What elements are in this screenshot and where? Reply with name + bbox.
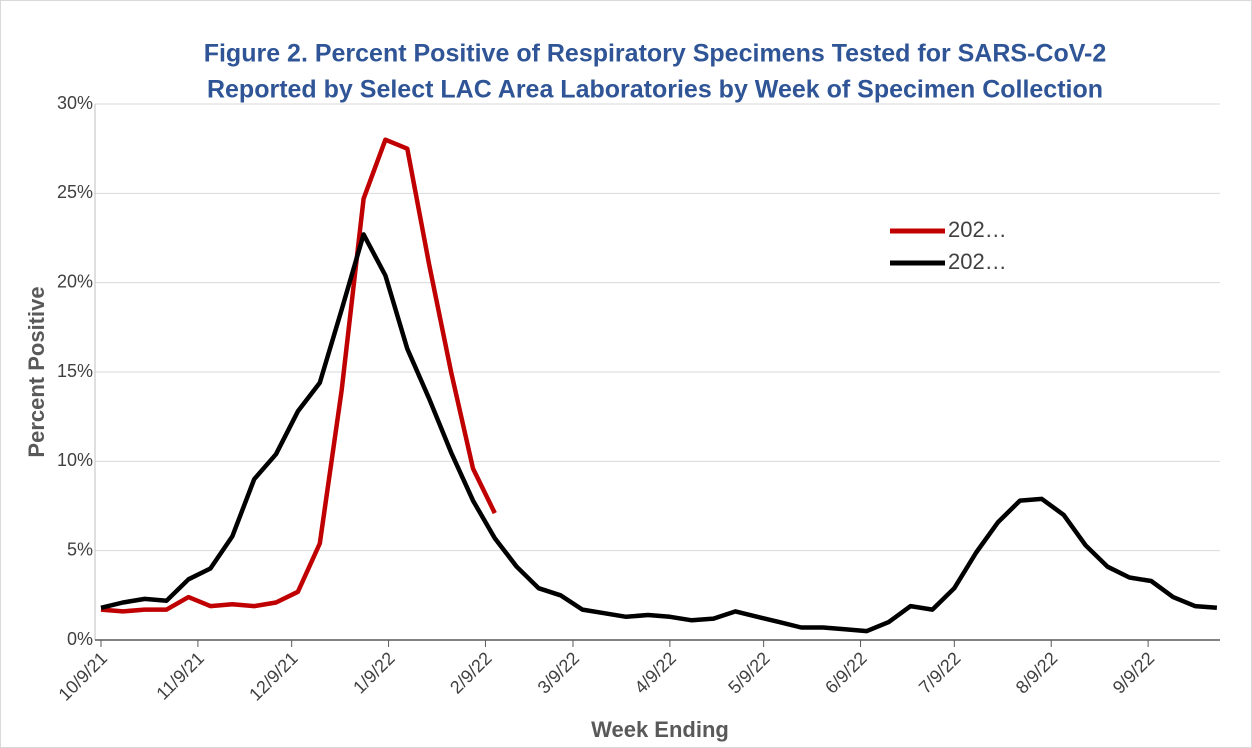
y-tick-label: 30% <box>57 93 93 113</box>
y-tick-label: 15% <box>57 361 93 381</box>
series-line <box>100 137 497 614</box>
x-axis-label: Week Ending <box>591 717 729 742</box>
legend-label: 202… <box>948 217 1007 242</box>
y-tick-label: 0% <box>67 629 93 649</box>
y-axis-label: Percent Positive <box>24 286 49 457</box>
y-tick-label: 5% <box>67 539 93 559</box>
chart-title: Figure 2. Percent Positive of Respirator… <box>204 40 1107 68</box>
y-tick-label: 10% <box>57 450 93 470</box>
y-tick-label: 20% <box>57 271 93 291</box>
legend-label: 202… <box>948 249 1007 274</box>
y-tick-label: 25% <box>57 182 93 202</box>
series-line <box>100 232 1218 634</box>
chart-title: Reported by Select LAC Area Laboratories… <box>207 76 1103 104</box>
